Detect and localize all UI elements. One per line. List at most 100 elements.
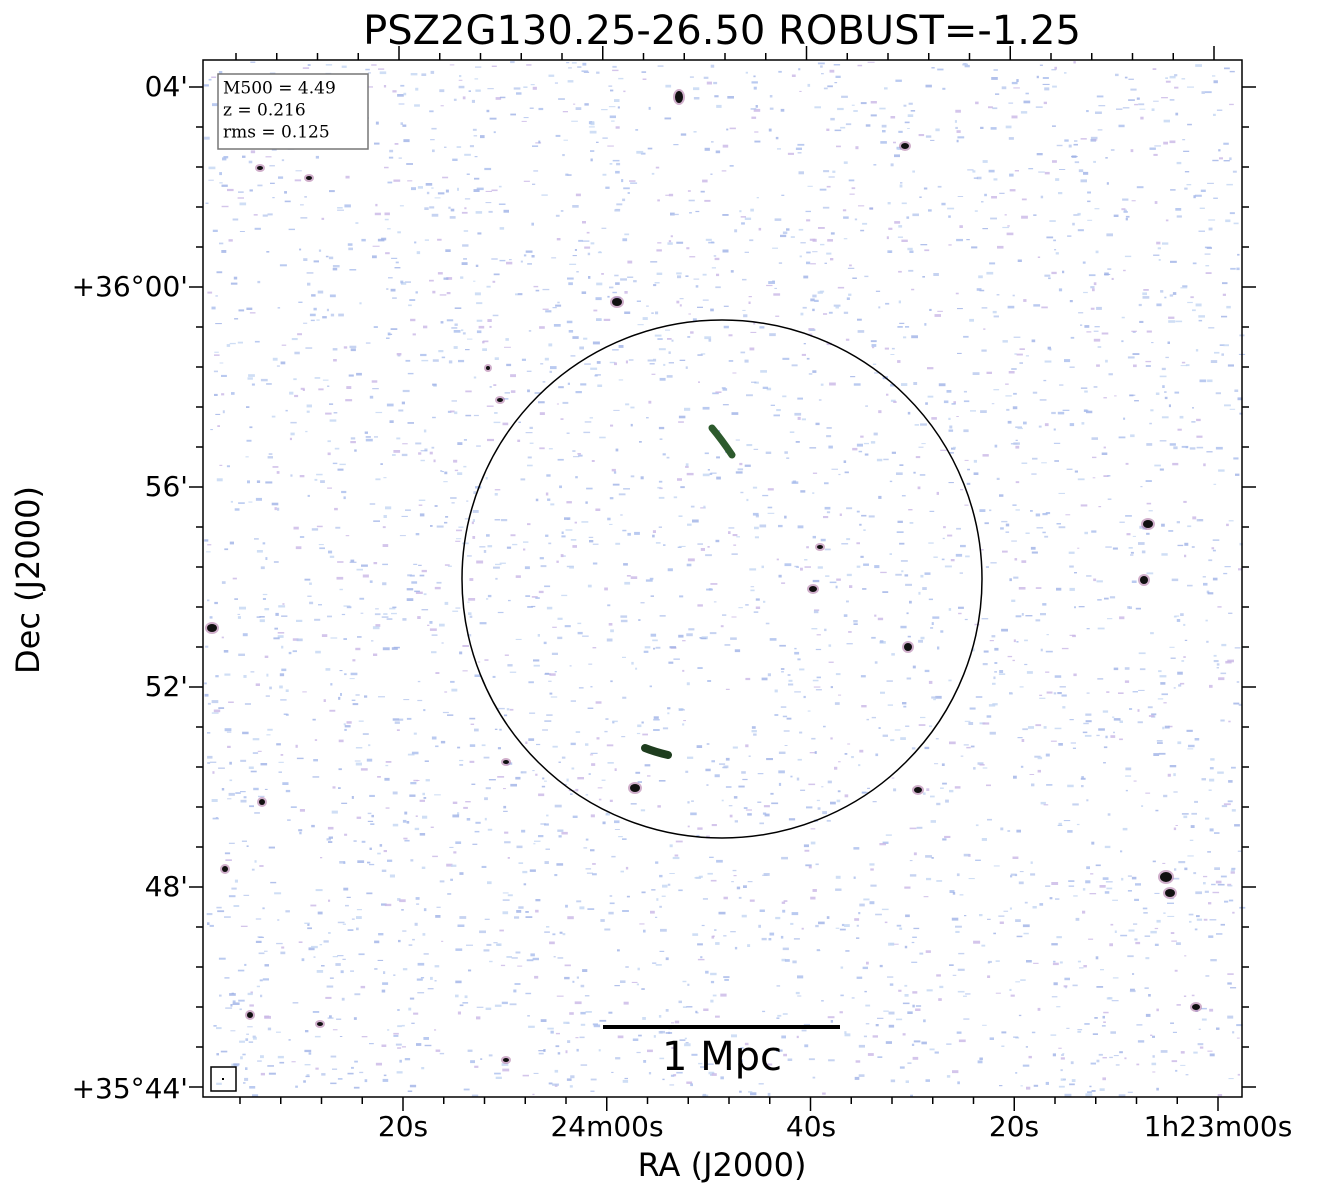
noise-speck: [1125, 217, 1128, 221]
noise-speck: [217, 910, 225, 913]
noise-speck: [622, 910, 629, 912]
noise-speck: [918, 639, 923, 643]
noise-speck: [1030, 546, 1036, 550]
noise-speck: [700, 1066, 707, 1069]
noise-speck: [1156, 1087, 1159, 1091]
noise-speck: [383, 515, 387, 518]
noise-speck: [606, 638, 613, 642]
noise-speck: [1132, 973, 1135, 975]
noise-speck: [886, 393, 889, 396]
noise-speck: [248, 374, 255, 377]
noise-speck: [940, 630, 944, 633]
noise-speck: [653, 719, 660, 721]
noise-speck: [351, 699, 356, 701]
noise-speck: [668, 240, 672, 243]
noise-speck: [781, 582, 786, 584]
noise-speck: [835, 673, 841, 676]
noise-speck: [440, 105, 444, 107]
noise-speck: [400, 122, 403, 125]
noise-speck: [539, 447, 545, 450]
noise-speck: [957, 990, 965, 993]
noise-speck: [281, 668, 287, 672]
noise-speck: [388, 277, 393, 279]
noise-speck: [1102, 1057, 1107, 1059]
noise-speck: [669, 646, 676, 649]
noise-speck: [824, 506, 831, 510]
noise-speck: [569, 1012, 574, 1015]
noise-speck: [970, 745, 975, 748]
noise-speck: [588, 276, 591, 279]
noise-speck: [788, 679, 793, 682]
noise-speck: [1009, 173, 1014, 177]
noise-speck: [1151, 713, 1157, 716]
noise-speck: [776, 558, 779, 561]
noise-speck: [555, 304, 562, 307]
noise-speck: [833, 304, 841, 307]
noise-speck: [788, 683, 794, 686]
noise-speck: [1127, 606, 1131, 609]
noise-speck: [987, 918, 991, 920]
noise-speck: [994, 444, 998, 448]
noise-speck: [623, 1001, 629, 1005]
noise-speck: [206, 913, 213, 916]
noise-speck: [523, 117, 529, 119]
noise-speck: [592, 562, 598, 565]
noise-speck: [658, 480, 663, 483]
noise-speck: [214, 601, 218, 605]
noise-speck: [1146, 572, 1154, 575]
noise-speck: [585, 743, 589, 746]
noise-speck: [796, 566, 799, 568]
noise-speck: [575, 788, 579, 792]
noise-speck: [341, 997, 345, 1001]
noise-speck: [466, 173, 470, 175]
noise-speck: [953, 401, 956, 404]
noise-speck: [276, 1031, 281, 1033]
noise-speck: [1184, 867, 1188, 871]
noise-speck: [463, 258, 467, 260]
noise-speck: [607, 517, 611, 521]
noise-speck: [637, 967, 640, 971]
noise-speck: [381, 616, 389, 618]
noise-speck: [1005, 395, 1012, 397]
noise-speck: [285, 409, 288, 412]
noise-speck: [1133, 364, 1137, 368]
noise-speck: [600, 919, 605, 922]
noise-speck: [858, 1074, 865, 1077]
noise-speck: [954, 786, 961, 789]
noise-speck: [692, 933, 699, 936]
noise-speck: [755, 514, 759, 518]
noise-speck: [515, 776, 521, 780]
noise-speck: [338, 739, 344, 743]
noise-speck: [264, 950, 268, 952]
noise-speck: [627, 192, 630, 194]
noise-speck: [382, 647, 390, 651]
noise-speck: [1115, 73, 1119, 77]
noise-speck: [761, 565, 764, 569]
noise-speck: [245, 456, 249, 458]
noise-speck: [1058, 1085, 1065, 1088]
noise-speck: [474, 728, 479, 732]
noise-speck: [975, 859, 981, 861]
noise-speck: [1199, 207, 1205, 209]
noise-speck: [500, 964, 506, 967]
noise-speck: [256, 550, 263, 553]
noise-speck: [356, 372, 362, 376]
noise-speck: [927, 395, 934, 398]
noise-speck: [539, 412, 545, 415]
noise-speck: [476, 187, 484, 191]
noise-speck: [350, 672, 358, 676]
noise-speck: [831, 468, 838, 470]
noise-speck: [276, 471, 280, 474]
noise-speck: [234, 598, 238, 600]
noise-speck: [362, 574, 369, 578]
noise-speck: [855, 1060, 861, 1063]
noise-speck: [657, 65, 664, 67]
noise-speck: [687, 190, 691, 192]
noise-speck: [609, 361, 616, 364]
noise-speck: [1124, 667, 1130, 670]
noise-speck: [827, 85, 833, 88]
noise-speck: [560, 210, 564, 212]
noise-speck: [265, 481, 273, 484]
noise-speck: [1114, 395, 1117, 397]
noise-speck: [751, 381, 757, 383]
